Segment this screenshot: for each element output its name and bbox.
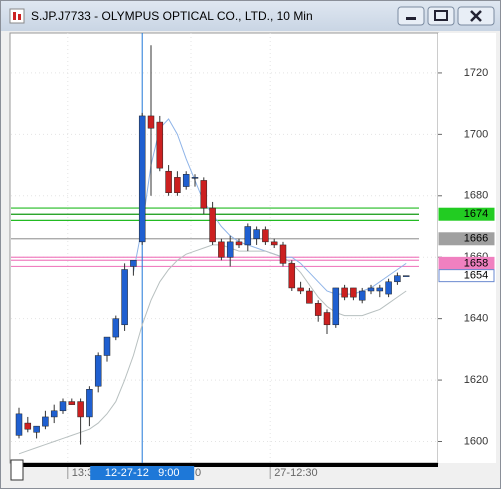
- candle-body: [59, 401, 67, 412]
- y-tick-label: 1620: [464, 374, 488, 386]
- candle-body: [138, 115, 146, 243]
- cursor-label: 12-27-12 9:00: [105, 467, 180, 479]
- candle-body: [394, 275, 401, 283]
- y-tick-label: 1700: [464, 128, 488, 140]
- window-buttons: [397, 6, 495, 26]
- candle-body: [182, 174, 190, 187]
- indicator-line: [18, 244, 407, 455]
- chart: 160016201640166016801700172013:30027-12:…: [9, 32, 496, 481]
- price-tag: [438, 232, 495, 246]
- title-bar: S.JP.J7733 - OLYMPUS OPTICAL CO., LTD., …: [1, 1, 500, 31]
- price-tag-label: 1658: [464, 257, 488, 269]
- candle-body: [358, 290, 366, 301]
- price-axis: [438, 33, 496, 463]
- minimize-button[interactable]: [397, 6, 425, 26]
- x-tick-label: 27-12:30: [274, 467, 317, 479]
- candle-body: [86, 389, 93, 418]
- candle-body: [33, 425, 40, 433]
- y-tick-label: 1640: [464, 313, 488, 325]
- x-tick-label: 0: [195, 467, 201, 479]
- candle-body: [200, 180, 208, 209]
- candle-body: [94, 355, 102, 387]
- y-tick-label: 1680: [464, 190, 488, 202]
- candle-body: [385, 281, 392, 295]
- candle-body: [306, 290, 313, 304]
- candle-body: [130, 260, 137, 267]
- price-tag: [438, 207, 495, 221]
- candle-body: [288, 263, 296, 289]
- time-axis-bar: [11, 463, 438, 467]
- price-tag-label: 1654: [464, 270, 488, 282]
- candle-body: [279, 244, 287, 264]
- scroll-box[interactable]: [10, 459, 24, 481]
- candle-body: [332, 287, 340, 326]
- candle-body: [235, 241, 243, 246]
- y-tick-label: 1720: [464, 67, 488, 79]
- candle-body: [68, 401, 76, 405]
- candle-body: [226, 241, 234, 258]
- candle-body: [121, 269, 128, 326]
- candle-body: [218, 241, 225, 258]
- candle-body: [147, 115, 155, 129]
- price-tag-label: 1666: [464, 233, 488, 245]
- maximize-button[interactable]: [427, 6, 455, 26]
- price-tag-label: 1674: [464, 208, 488, 220]
- candle-body: [103, 336, 111, 356]
- candle-body: [323, 312, 331, 326]
- candle-body: [209, 207, 216, 243]
- y-tick-label: 1600: [464, 435, 488, 447]
- candle-body: [42, 416, 49, 427]
- price-tag: [438, 269, 495, 283]
- candle-body: [367, 287, 375, 292]
- candle-body: [50, 410, 58, 418]
- candle-body: [165, 170, 172, 193]
- candle-body: [297, 287, 304, 292]
- candle-body: [244, 226, 252, 246]
- cursor-label-box: [90, 466, 195, 480]
- candle-body: [24, 422, 32, 430]
- window-title: S.JP.J7733 - OLYMPUS OPTICAL CO., LTD., …: [31, 9, 313, 23]
- candle-body: [350, 287, 357, 298]
- candle-body: [402, 275, 410, 277]
- app-icon: [9, 8, 25, 24]
- candle-body: [77, 401, 84, 418]
- candle-body: [314, 303, 322, 316]
- candle-body: [112, 318, 120, 338]
- candle-body: [191, 177, 199, 179]
- candle-body: [156, 121, 164, 169]
- candle-body: [270, 241, 278, 246]
- candle-body: [253, 229, 260, 240]
- candle-body: [174, 177, 181, 193]
- candle-body: [341, 287, 348, 298]
- candle-body: [262, 229, 269, 243]
- candle-body: [376, 287, 384, 292]
- candle-body: [15, 413, 23, 436]
